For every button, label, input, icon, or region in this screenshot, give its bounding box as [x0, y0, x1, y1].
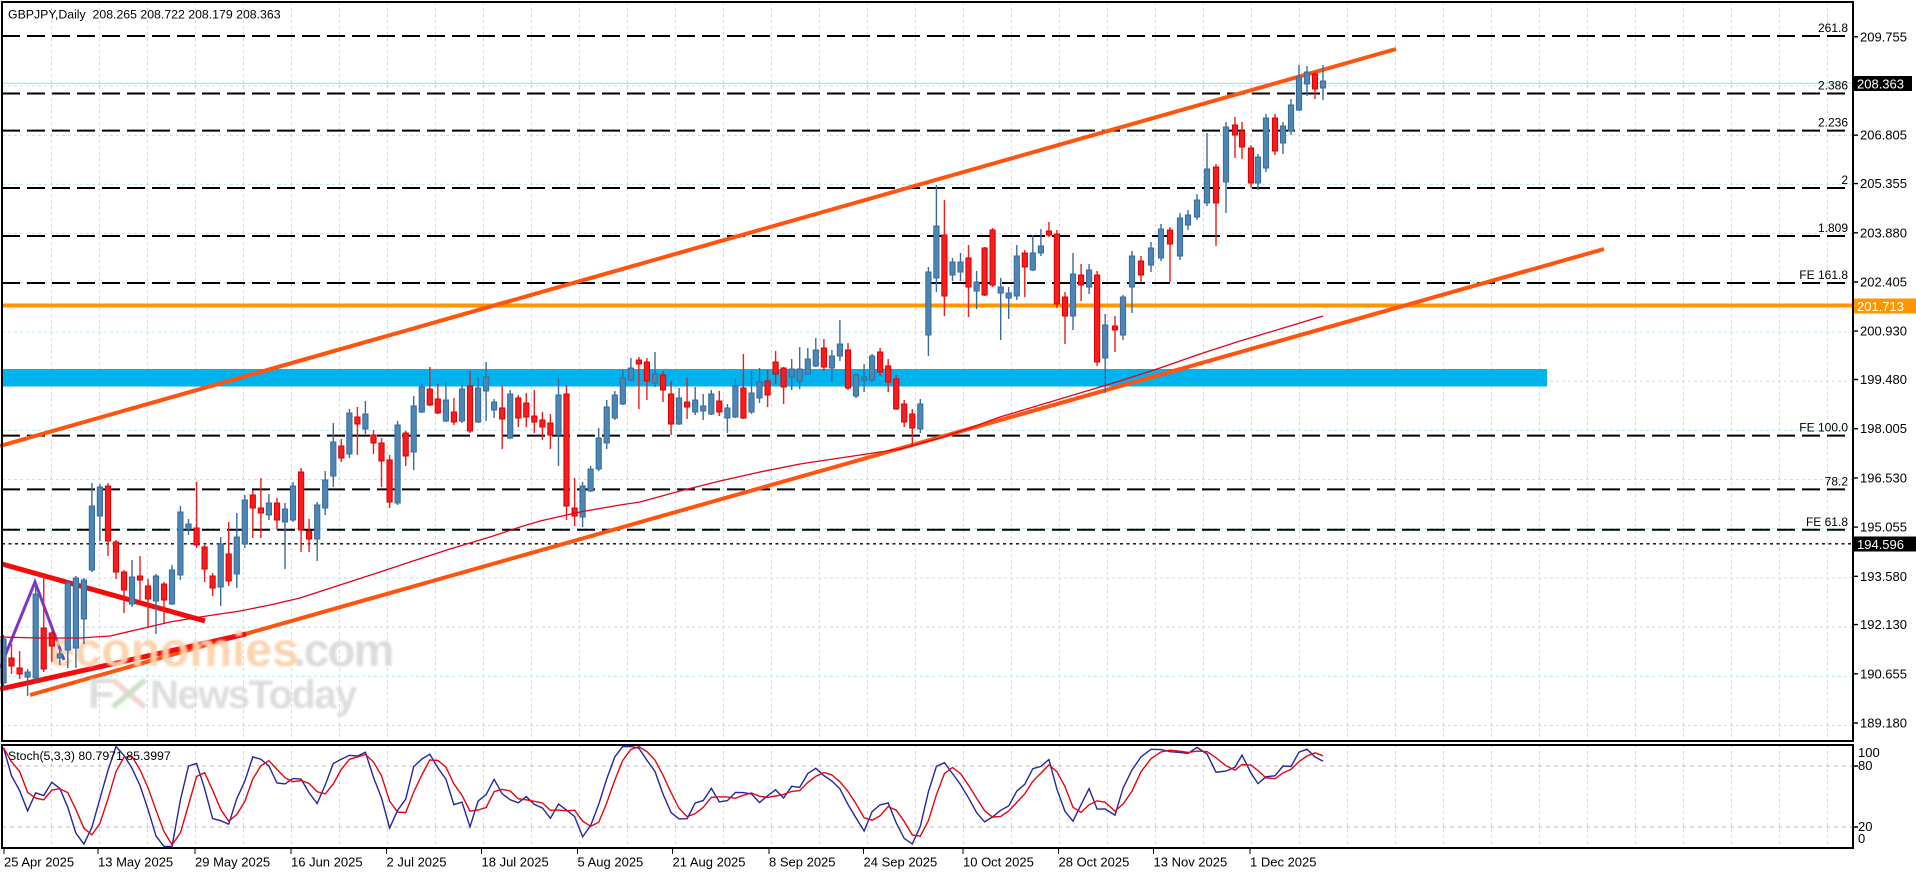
svg-text:80: 80: [1858, 758, 1872, 773]
svg-text:.com: .com: [293, 624, 392, 676]
svg-text:199.480: 199.480: [1860, 372, 1907, 387]
svg-text:2.386: 2.386: [1818, 79, 1848, 93]
svg-text:78.2: 78.2: [1825, 474, 1849, 488]
svg-text:FE 161.8: FE 161.8: [1799, 268, 1848, 282]
svg-text:201.713: 201.713: [1857, 299, 1904, 314]
svg-text:200.930: 200.930: [1860, 324, 1907, 339]
svg-text:198.005: 198.005: [1860, 421, 1907, 436]
svg-text:FE 100.0: FE 100.0: [1799, 421, 1848, 435]
svg-text:FE 61.8: FE 61.8: [1806, 515, 1848, 529]
svg-text:208.363: 208.363: [1857, 77, 1904, 92]
svg-text:202.405: 202.405: [1860, 275, 1907, 290]
svg-text:196.530: 196.530: [1860, 470, 1907, 485]
svg-text:2: 2: [1841, 173, 1848, 187]
svg-text:1 Dec 2025: 1 Dec 2025: [1250, 855, 1317, 870]
svg-text:21 Aug 2025: 21 Aug 2025: [673, 855, 746, 870]
svg-text:16 Jun 2025: 16 Jun 2025: [291, 855, 363, 870]
svg-text:2.236: 2.236: [1818, 116, 1848, 130]
svg-text:195.055: 195.055: [1860, 520, 1907, 535]
svg-text:13 Nov 2025: 13 Nov 2025: [1154, 855, 1228, 870]
svg-text:0: 0: [1858, 831, 1865, 846]
svg-text:205.355: 205.355: [1860, 176, 1907, 191]
svg-text:189.180: 189.180: [1860, 716, 1907, 731]
svg-text:28 Oct 2025: 28 Oct 2025: [1059, 855, 1130, 870]
svg-text:5 Aug 2025: 5 Aug 2025: [578, 855, 644, 870]
svg-text:Stoch(5,3,3) 80.7971 85.3997: Stoch(5,3,3) 80.7971 85.3997: [8, 749, 171, 763]
svg-text:209.755: 209.755: [1860, 29, 1907, 44]
svg-text:24 Sep 2025: 24 Sep 2025: [864, 855, 938, 870]
svg-text:192.130: 192.130: [1860, 617, 1907, 632]
svg-text:F: F: [88, 670, 114, 718]
svg-text:20: 20: [1858, 819, 1872, 834]
svg-text:203.880: 203.880: [1860, 225, 1907, 240]
svg-text:25 Apr 2025: 25 Apr 2025: [4, 855, 74, 870]
svg-text:13 May 2025: 13 May 2025: [98, 855, 173, 870]
svg-text:100: 100: [1858, 745, 1880, 760]
svg-text:1.809: 1.809: [1818, 221, 1848, 235]
svg-text:261.8: 261.8: [1818, 21, 1848, 35]
svg-text:190.655: 190.655: [1860, 666, 1907, 681]
svg-text:206.805: 206.805: [1860, 128, 1907, 143]
svg-text:18 Jul 2025: 18 Jul 2025: [482, 855, 549, 870]
svg-text:economies: economies: [48, 624, 299, 677]
svg-text:29 May 2025: 29 May 2025: [195, 855, 270, 870]
svg-text:193.580: 193.580: [1860, 569, 1907, 584]
svg-text:GBPJPY,Daily 208.265 208.722: GBPJPY,Daily 208.265 208.722 208.179 208…: [8, 8, 281, 22]
svg-text:194.596: 194.596: [1857, 537, 1904, 552]
svg-text:NewsToday: NewsToday: [150, 673, 358, 717]
svg-text:10 Oct 2025: 10 Oct 2025: [963, 855, 1034, 870]
svg-text:2 Jul 2025: 2 Jul 2025: [387, 855, 447, 870]
svg-text:8 Sep 2025: 8 Sep 2025: [769, 855, 836, 870]
